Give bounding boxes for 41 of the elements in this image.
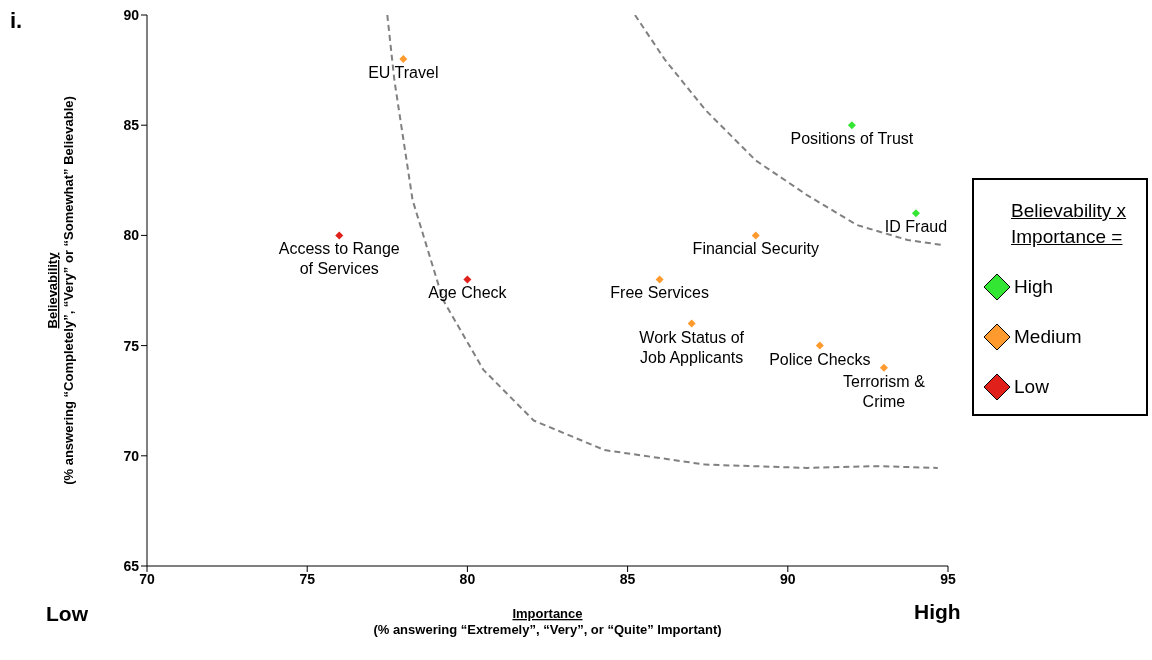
annotation: Financial Security bbox=[692, 240, 819, 258]
legend-label: Low bbox=[1014, 376, 1049, 398]
annotation: Positions of Trust bbox=[790, 130, 914, 148]
point bbox=[847, 121, 856, 130]
annotation: Police Checks bbox=[769, 350, 871, 368]
annotation: Age Check bbox=[428, 284, 508, 302]
y-tick-label: 70 bbox=[123, 447, 140, 464]
point bbox=[399, 55, 408, 64]
y-tick-label: 85 bbox=[123, 117, 140, 134]
y-tick-label: 80 bbox=[123, 227, 140, 244]
x-tick-label: 75 bbox=[299, 570, 316, 587]
text: High bbox=[914, 600, 961, 624]
annotation: Terrorism & Crime bbox=[843, 372, 926, 410]
point bbox=[911, 209, 920, 218]
point bbox=[751, 231, 760, 240]
x-tick-label: 85 bbox=[619, 570, 636, 587]
x-tick-label: 90 bbox=[780, 570, 796, 587]
point bbox=[463, 275, 472, 284]
point bbox=[815, 341, 824, 350]
x-tick-label: 95 bbox=[940, 570, 956, 587]
text: Low bbox=[46, 602, 88, 626]
point bbox=[335, 231, 344, 240]
text: i. bbox=[10, 8, 23, 34]
y-tick-label: 65 bbox=[123, 557, 140, 574]
annotation: Work Status of Job Applicants bbox=[639, 328, 745, 366]
y-tick-label: 90 bbox=[123, 6, 140, 23]
legend-title: Believability x Importance = bbox=[1011, 199, 1127, 249]
point bbox=[687, 319, 696, 328]
annotation: Free Services bbox=[610, 284, 709, 302]
legend-label: Medium bbox=[1014, 326, 1082, 348]
y-tick-label: 75 bbox=[123, 337, 140, 354]
y-axis-title: Believability (% answering “Completely”, “Very” or “Somewhat” Believable) bbox=[45, 96, 77, 485]
point bbox=[655, 275, 664, 284]
legend-label: High bbox=[1014, 276, 1054, 298]
point bbox=[879, 363, 888, 372]
x-axis-title: Importance (% answering “Extremely”, “Very”, or “Quite” Important) bbox=[373, 606, 722, 638]
annotation: EU Travel bbox=[368, 64, 439, 82]
x-tick-label: 80 bbox=[459, 570, 476, 587]
annotation: ID Fraud bbox=[884, 218, 948, 236]
annotation: Access to Range of Services bbox=[278, 240, 400, 278]
x-tick-label: 70 bbox=[139, 570, 155, 587]
